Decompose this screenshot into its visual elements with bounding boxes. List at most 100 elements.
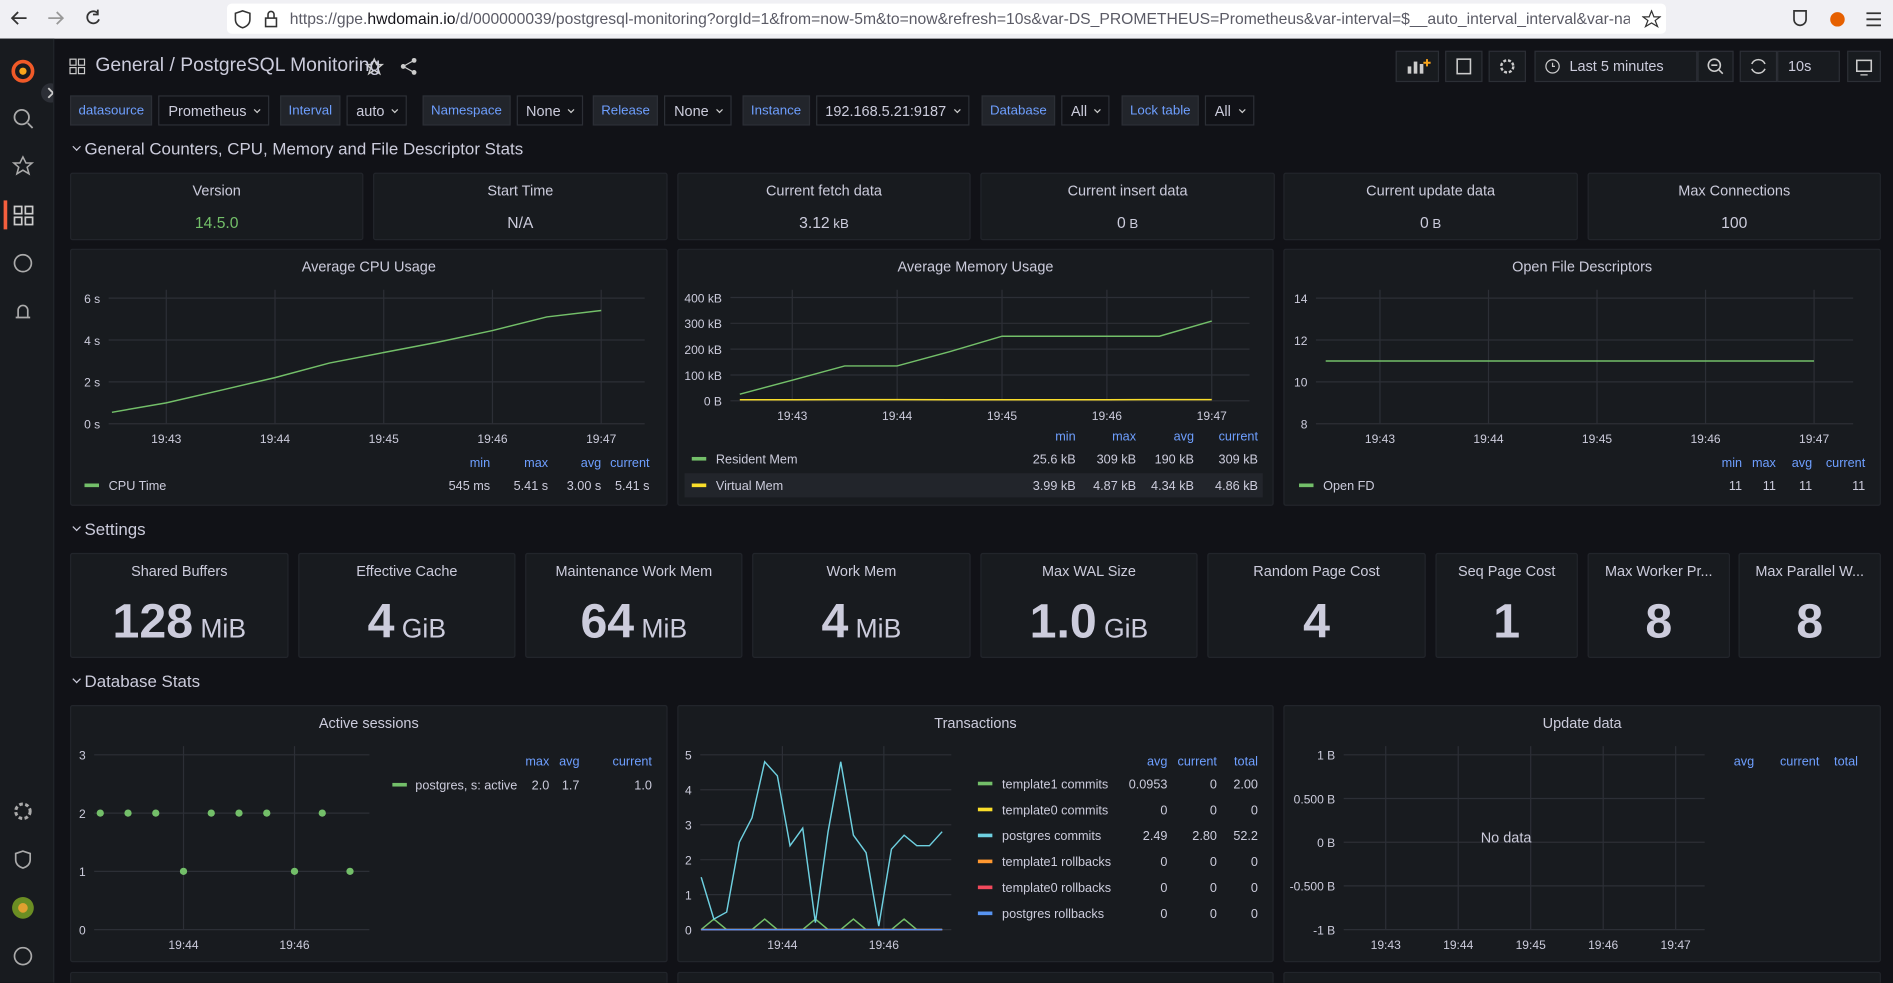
stat-title: Current fetch data — [765, 182, 882, 200]
value: 4 — [367, 595, 395, 649]
nav-buttons[interactable] — [0, 0, 229, 39]
panel-partial — [70, 971, 668, 983]
settings-button[interactable] — [1488, 50, 1526, 83]
tv-mode-button[interactable] — [1847, 50, 1881, 83]
sidebar — [0, 38, 61, 983]
row-chevron — [72, 522, 81, 532]
chart-panel: Update data — [1283, 705, 1881, 963]
stat-value: 128 MiB — [71, 595, 287, 649]
unit: GiB — [1103, 613, 1149, 644]
chart-panel: Transactions — [677, 705, 1274, 963]
stat-title: Current update data — [1366, 182, 1496, 200]
value: 128 — [112, 595, 194, 649]
time-range: Last 5 minutes — [1569, 57, 1664, 75]
variable-label: Instance — [742, 95, 810, 126]
stat-panel: Current update data 0 B — [1283, 172, 1578, 241]
variable[interactable]: datasource Prometheus — [70, 95, 270, 126]
stat-title: Random Page Cost — [1253, 562, 1380, 580]
variable-label: datasource — [70, 95, 153, 126]
value: 8 — [1645, 595, 1673, 649]
variable-value[interactable]: All — [1061, 95, 1111, 126]
stat-panel: Current insert data 0 B — [980, 172, 1275, 241]
variable[interactable]: Lock table All — [1121, 95, 1254, 126]
variable-value[interactable]: auto — [346, 95, 408, 126]
sidebar-icons[interactable] — [0, 39, 61, 983]
variable[interactable]: Database All — [981, 95, 1111, 126]
stat-title: Seq Page Cost — [1457, 562, 1556, 580]
dashboard-title: PostgreSQL Monitoring — [180, 55, 381, 77]
unit: B — [1432, 217, 1442, 232]
bookmark-star[interactable] — [1641, 9, 1662, 29]
variable[interactable]: Interval auto — [280, 95, 408, 126]
browser-icons[interactable] — [1787, 7, 1890, 31]
row-chevron — [72, 142, 81, 151]
variable[interactable]: Release None — [592, 95, 732, 126]
security-icons — [234, 10, 278, 29]
stat-value: 4 MiB — [753, 595, 969, 649]
row-chevron — [72, 674, 81, 684]
variable[interactable]: Namespace None — [422, 95, 584, 126]
panel-partial — [1283, 971, 1881, 983]
variable-value[interactable]: All — [1205, 95, 1254, 126]
unit: MiB — [855, 613, 902, 644]
url-bar[interactable]: https://gpe.hwdomain.io/d/000000039/post… — [226, 3, 1667, 34]
browser-toolbar: https://gpe.hwdomain.io/d/000000039/post… — [0, 0, 1893, 39]
variable[interactable]: Instance 192.168.5.21:9187 — [742, 95, 970, 126]
folder-name[interactable]: General — [95, 55, 165, 77]
breadcrumb-icons[interactable] — [68, 57, 430, 79]
stat-panel: Max Parallel W... 8 — [1738, 552, 1881, 658]
zoom-out-button[interactable] — [1697, 50, 1734, 83]
stat-value: 3.12 kB — [678, 214, 969, 232]
unit: kB — [833, 217, 849, 232]
stat-title: Current insert data — [1067, 182, 1188, 200]
variable-value[interactable]: None — [664, 95, 732, 126]
save-button[interactable] — [1445, 50, 1483, 83]
stat-panel: Shared Buffers 128 MiB — [70, 552, 289, 658]
stat-value: 1.0 GiB — [982, 595, 1197, 649]
variable-label: Interval — [280, 95, 341, 126]
chart-title: Transactions — [934, 714, 1017, 732]
variable-label: Lock table — [1121, 95, 1200, 126]
variable-label: Namespace — [422, 95, 511, 126]
chart-panel: Average CPU Usage — [70, 248, 668, 506]
stat-title: Work Mem — [826, 562, 897, 580]
row-title[interactable]: Settings — [84, 519, 146, 539]
add-panel-button[interactable] — [1395, 50, 1440, 83]
stat-title: Max Connections — [1678, 182, 1791, 200]
value: 64 — [580, 595, 635, 649]
refresh-interval[interactable]: 10s — [1777, 50, 1840, 83]
stat-value: 64 MiB — [526, 595, 741, 649]
refresh-button[interactable] — [1739, 50, 1778, 83]
stat-panel: Effective Cache 4 GiB — [298, 552, 516, 658]
chart-panel: Average Memory Usage — [677, 248, 1274, 506]
row-title[interactable]: Database Stats — [84, 671, 201, 691]
stat-value: N/A — [374, 214, 666, 232]
variable-value[interactable]: Prometheus — [158, 95, 270, 126]
stat-title: Max WAL Size — [1041, 562, 1136, 580]
unit: B — [1129, 217, 1139, 232]
chart-title: Average CPU Usage — [301, 258, 436, 276]
stat-title: Effective Cache — [356, 562, 458, 580]
chart-panel: Open File Descriptors — [1283, 248, 1881, 506]
value: 100 — [1721, 213, 1748, 232]
time-picker[interactable]: Last 5 minutes — [1534, 50, 1698, 83]
panel-partial — [677, 971, 1274, 983]
chart-title: Average Memory Usage — [897, 258, 1054, 276]
stat-panel: Max Worker Pr... 8 — [1587, 552, 1731, 658]
value: 14.5.0 — [194, 213, 239, 232]
chart-title: Active sessions — [318, 714, 419, 732]
breadcrumb: General / PostgreSQL Monitoring — [95, 56, 380, 78]
value: 8 — [1796, 595, 1824, 649]
row-title[interactable]: General Counters, CPU, Memory and File D… — [84, 138, 524, 159]
stat-value: 14.5.0 — [71, 214, 362, 232]
variable-value[interactable]: 192.168.5.21:9187 — [815, 95, 970, 126]
variable-value[interactable]: None — [516, 95, 584, 126]
stat-value: 8 — [1589, 595, 1729, 649]
stat-panel: Max Connections 100 — [1587, 172, 1881, 241]
value: 1.0 — [1029, 595, 1097, 649]
unit: MiB — [200, 613, 247, 644]
stat-title: Version — [192, 182, 241, 200]
chart-title: Open File Descriptors — [1512, 258, 1653, 276]
